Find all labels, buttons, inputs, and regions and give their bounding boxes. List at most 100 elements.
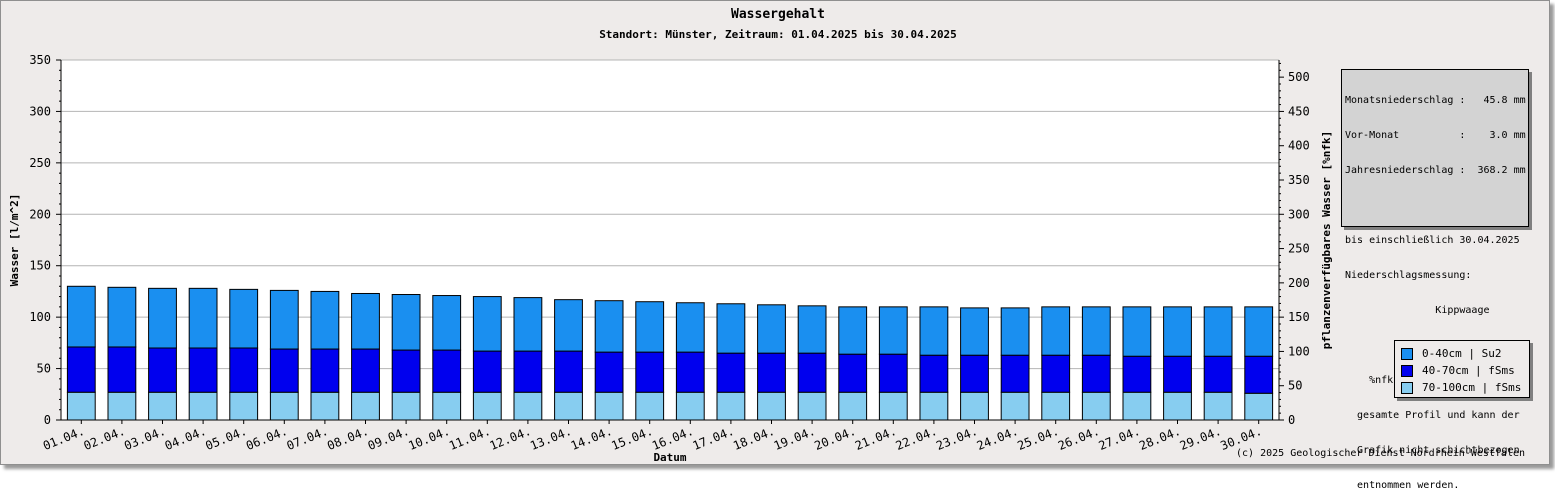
- x-tick-label: 07.04.: [285, 424, 330, 453]
- x-tick-label: 20.04.: [812, 424, 857, 453]
- bar-segment: [838, 391, 868, 421]
- bar-segment: [960, 307, 989, 356]
- bar-segment: [1163, 306, 1192, 357]
- bar-segment: [919, 391, 949, 421]
- x-tick-label: 26.04.: [1056, 424, 1101, 453]
- bar-segment: [269, 289, 299, 350]
- bar-segment: [107, 286, 137, 348]
- info-line: [1345, 199, 1525, 212]
- bar-segment: [1163, 391, 1192, 421]
- x-tick-label: 23.04.: [934, 424, 979, 453]
- bar-segment: [188, 391, 218, 421]
- bar-segment: [1000, 307, 1030, 356]
- bar-segment: [1041, 354, 1071, 393]
- y-right-tick-label: 450: [1288, 104, 1310, 118]
- x-tick-label: 17.04.: [691, 424, 736, 453]
- y-tick-label: 300: [29, 104, 51, 118]
- bar-segment: [351, 391, 380, 421]
- bar-segment: [1244, 392, 1274, 421]
- legend-label: 0-40cm | Su2: [1422, 347, 1502, 360]
- bar-segment: [878, 391, 908, 421]
- bar-segment: [635, 301, 665, 353]
- bar-segment: [797, 391, 827, 421]
- info-line: bis einschließlich 30.04.2025: [1345, 235, 1520, 246]
- bar-segment: [432, 295, 462, 351]
- bar-segment: [1041, 306, 1071, 356]
- info-line: Jahresniederschlag : 368.2 mm: [1345, 165, 1526, 176]
- bar-segment: [554, 299, 583, 352]
- y-right-tick-label: 150: [1288, 310, 1310, 324]
- y-right-tick-label: 0: [1288, 413, 1295, 427]
- bar-segment: [66, 346, 96, 393]
- bar-segment: [1081, 354, 1111, 393]
- bar-segment: [513, 350, 543, 393]
- bar-segment: [716, 391, 746, 421]
- bar-segment: [1203, 355, 1233, 393]
- y-right-tick-label: 200: [1288, 276, 1310, 290]
- copyright-notice: (c) 2025 Geologischer Dienst Nordrhein-W…: [1236, 448, 1525, 459]
- bar-segment: [513, 391, 543, 421]
- info-line: gesamte Profil und kann der: [1345, 410, 1520, 421]
- bar-segment: [229, 288, 259, 349]
- bar-segment: [1163, 355, 1192, 393]
- bar-segment: [960, 354, 989, 393]
- bar-segment: [148, 347, 177, 393]
- y-axis-right-ticks: 0 50 100 150 200 250 300 350 400 450 500: [1279, 62, 1310, 427]
- y-tick-label: 100: [29, 310, 51, 324]
- bar-segment: [838, 306, 868, 355]
- bar-segment: [716, 352, 746, 393]
- y-axis-left-label: Wasser [l/m^2]: [8, 194, 21, 287]
- bar-segment: [594, 391, 624, 421]
- y-right-tick-label: 300: [1288, 207, 1310, 221]
- info-line: Monatsniederschlag : 45.8 mm: [1345, 95, 1526, 106]
- x-tick-label: 02.04.: [82, 424, 127, 453]
- y-right-tick-label: 350: [1288, 173, 1310, 187]
- x-tick-label: 19.04.: [772, 424, 817, 453]
- bar-segment: [797, 352, 827, 393]
- bar-segment: [797, 305, 827, 354]
- bar-segment: [594, 351, 624, 393]
- bar-segment: [229, 347, 259, 393]
- x-axis-ticks: 01.04.02.04.03.04.04.04.05.04.06.04.07.0…: [41, 420, 1264, 453]
- bar-segment: [351, 348, 380, 393]
- bar-segment: [1122, 355, 1152, 393]
- bar-segment: [635, 391, 665, 421]
- bar-segment: [148, 391, 177, 421]
- bar-segment: [716, 303, 746, 354]
- x-axis-label: Datum: [653, 451, 686, 464]
- bar-segment: [1122, 391, 1152, 421]
- y-tick-label: 50: [37, 362, 51, 376]
- y-tick-label: 200: [29, 207, 51, 221]
- x-tick-label: 25.04.: [1015, 424, 1060, 453]
- bar-segment: [838, 353, 868, 393]
- x-tick-label: 05.04.: [203, 424, 248, 453]
- bar-segment: [513, 297, 543, 352]
- bar-segment: [472, 350, 502, 393]
- bar-segment: [757, 304, 786, 354]
- y-tick-label: 350: [29, 53, 51, 67]
- bar-segment: [1244, 355, 1274, 394]
- plot-area: [61, 60, 1279, 420]
- bar-segment: [675, 302, 705, 353]
- x-tick-label: 14.04.: [569, 424, 614, 453]
- bar-segment: [1081, 306, 1111, 356]
- bar-segment: [269, 348, 299, 393]
- bar-segment: [148, 287, 177, 349]
- legend-item: 70-100cm | fSms: [1401, 379, 1523, 396]
- bar-segment: [310, 348, 340, 393]
- bar-segment: [635, 351, 665, 393]
- bar-segment: [960, 391, 989, 421]
- bar-segment: [310, 391, 340, 421]
- bar-segment: [269, 391, 299, 421]
- y-right-tick-label: 250: [1288, 242, 1310, 256]
- bar-segment: [1000, 354, 1030, 393]
- x-tick-label: 06.04.: [244, 424, 289, 453]
- bar-segment: [107, 391, 137, 421]
- y-tick-label: 250: [29, 156, 51, 170]
- legend-label: 70-100cm | fSms: [1422, 381, 1522, 394]
- y-right-tick-label: 100: [1288, 344, 1310, 358]
- bar-segment: [472, 296, 502, 352]
- bar-segment: [391, 349, 421, 393]
- legend-swatch: [1401, 381, 1413, 394]
- bar-segment: [391, 294, 421, 351]
